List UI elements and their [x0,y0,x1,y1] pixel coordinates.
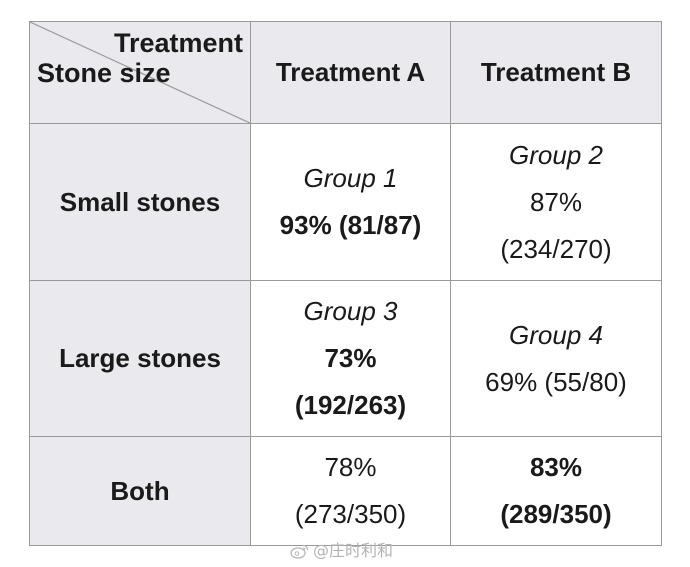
cell-group-2: Group 2 87% (234/270) [450,123,662,281]
column-header-treatment-b: Treatment B [450,21,662,124]
diagonal-line [30,22,250,123]
row-header-both: Both [29,436,251,546]
success-percent: 83% [529,452,583,482]
table-row-small-stones: Small stones Group 1 93% (81/87) Group 2… [29,123,662,281]
watermark-text: @庄时利和 [313,541,394,560]
cell-both-treatment-a: 78% (273/350) [250,436,451,546]
success-percent: 78% [324,452,377,482]
success-fraction: (192/263) [294,390,407,420]
success-fraction: (289/350) [500,499,612,529]
weibo-icon [290,544,309,559]
column-header-treatment-a: Treatment A [250,21,451,124]
row-header-small-stones: Small stones [29,123,251,281]
row-header-large-stones: Large stones [29,280,251,437]
cell-group-3: Group 3 73% (192/263) [250,280,451,437]
comparison-table: Treatment Stone size Treatment A Treatme… [29,21,662,546]
group-label: Group 3 [303,296,398,326]
corner-header-cell: Treatment Stone size [29,21,251,124]
success-rate: 93% (81/87) [279,210,422,240]
group-label: Group 2 [509,139,603,170]
header-row: Treatment Stone size Treatment A Treatme… [29,21,662,124]
table-row-large-stones: Large stones Group 3 73% (192/263) Group… [29,280,662,437]
success-percent: 87% [529,186,583,217]
success-fraction: (273/350) [294,499,407,529]
corner-row-header: Stone size [37,58,171,88]
group-label: Group 4 [509,319,603,350]
table-row-both: Both 78% (273/350) 83% (289/350) [29,436,662,546]
watermark: @庄时利和 [290,541,393,561]
cell-group-1: Group 1 93% (81/87) [250,123,451,281]
corner-column-header: Treatment [113,28,243,58]
success-percent: 73% [324,343,377,373]
cell-group-4: Group 4 69% (55/80) [450,280,662,437]
group-label: Group 1 [303,163,398,193]
cell-both-treatment-b: 83% (289/350) [450,436,662,546]
success-fraction: (234/270) [500,233,612,264]
success-rate: 69% (55/80) [485,366,627,397]
